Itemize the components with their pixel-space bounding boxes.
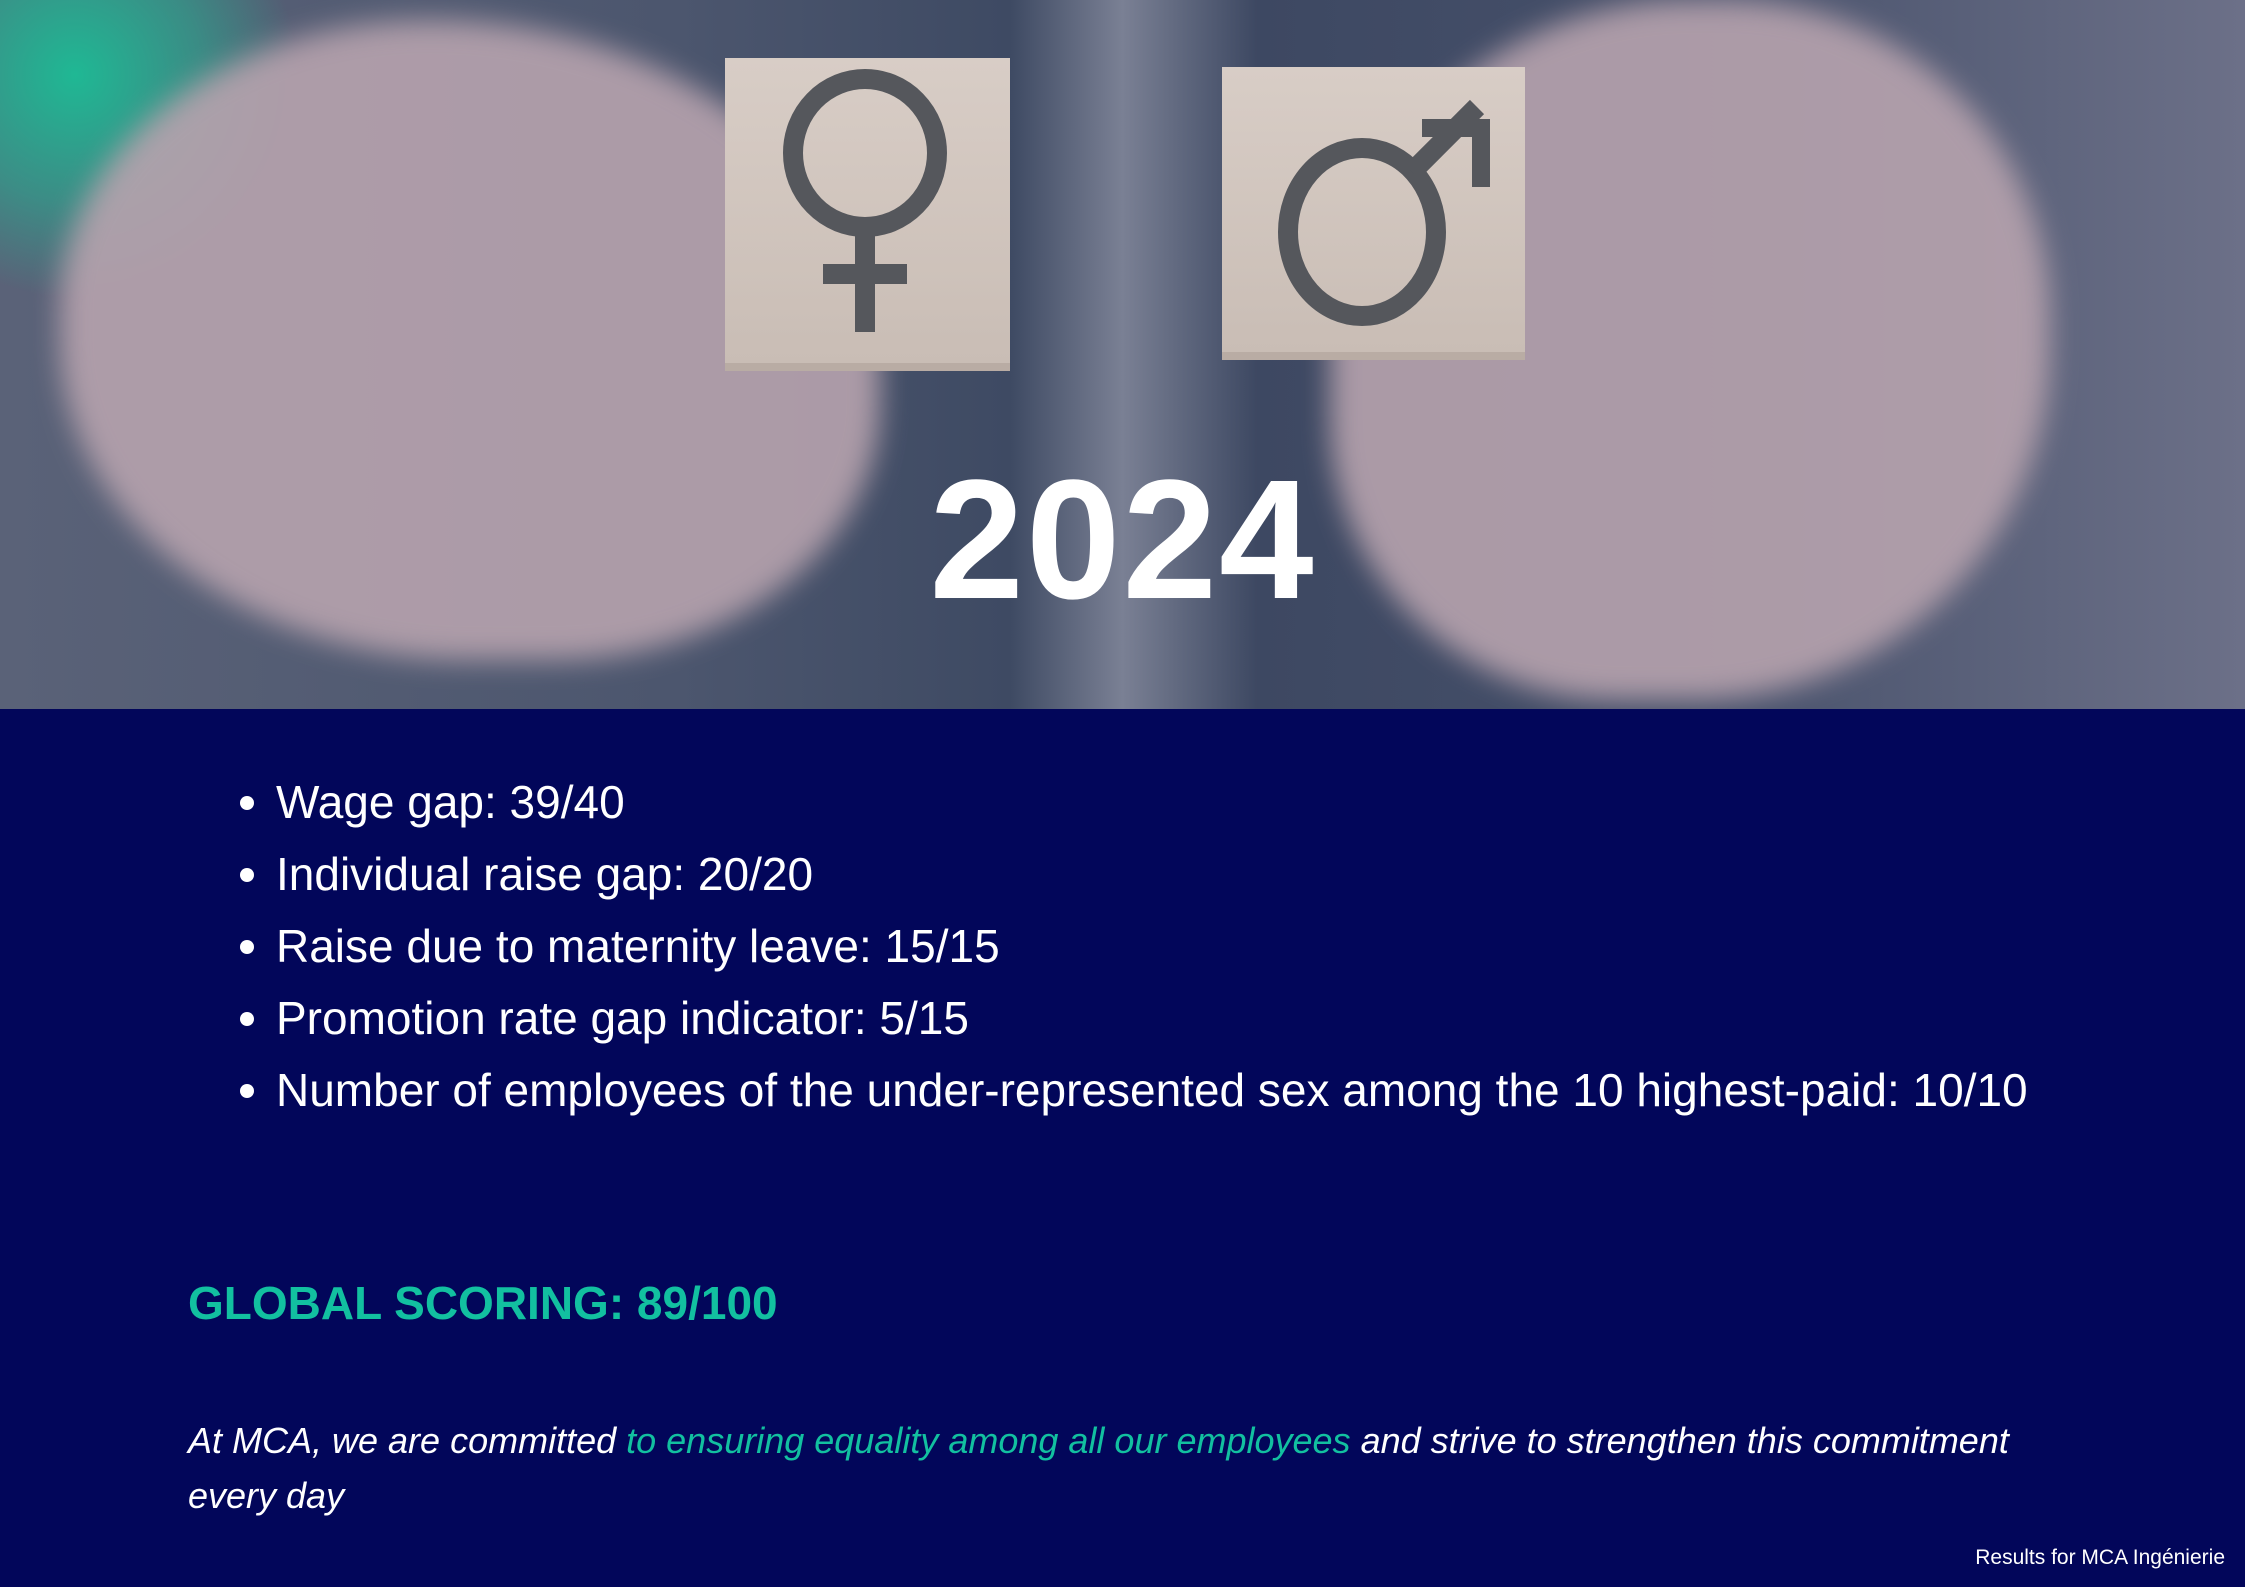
indicator-highest-paid: Number of employees of the under-represe… — [240, 1054, 2045, 1126]
statement-start: At MCA, we are committed — [188, 1420, 627, 1461]
female-block — [725, 58, 1010, 363]
footer-note: Results for MCA Ingénierie — [1975, 1546, 2225, 1569]
statement-end: and strive to strengthen this commitment… — [188, 1420, 2009, 1516]
indicator-promotion-gap: Promotion rate gap indicator: 5/15 — [240, 982, 2045, 1054]
male-block — [1222, 67, 1525, 352]
hero-image: 2024 — [0, 0, 2245, 709]
global-scoring: GLOBAL SCORING: 89/100 — [188, 1277, 778, 1329]
indicator-list: Wage gap: 39/40 Individual raise gap: 20… — [240, 766, 2045, 1126]
statement-highlight: to ensuring equality among all our emplo… — [626, 1420, 1351, 1461]
indicator-maternity-raise: Raise due to maternity leave: 15/15 — [240, 910, 2045, 982]
female-symbol-icon — [783, 69, 947, 332]
male-symbol-icon — [1278, 99, 1490, 326]
commitment-statement: At MCA, we are committed to ensuring equ… — [188, 1413, 2038, 1523]
year-title: 2024 — [929, 445, 1316, 635]
indicator-individual-raise-gap: Individual raise gap: 20/20 — [240, 838, 2045, 910]
indicator-wage-gap: Wage gap: 39/40 — [240, 766, 2045, 838]
